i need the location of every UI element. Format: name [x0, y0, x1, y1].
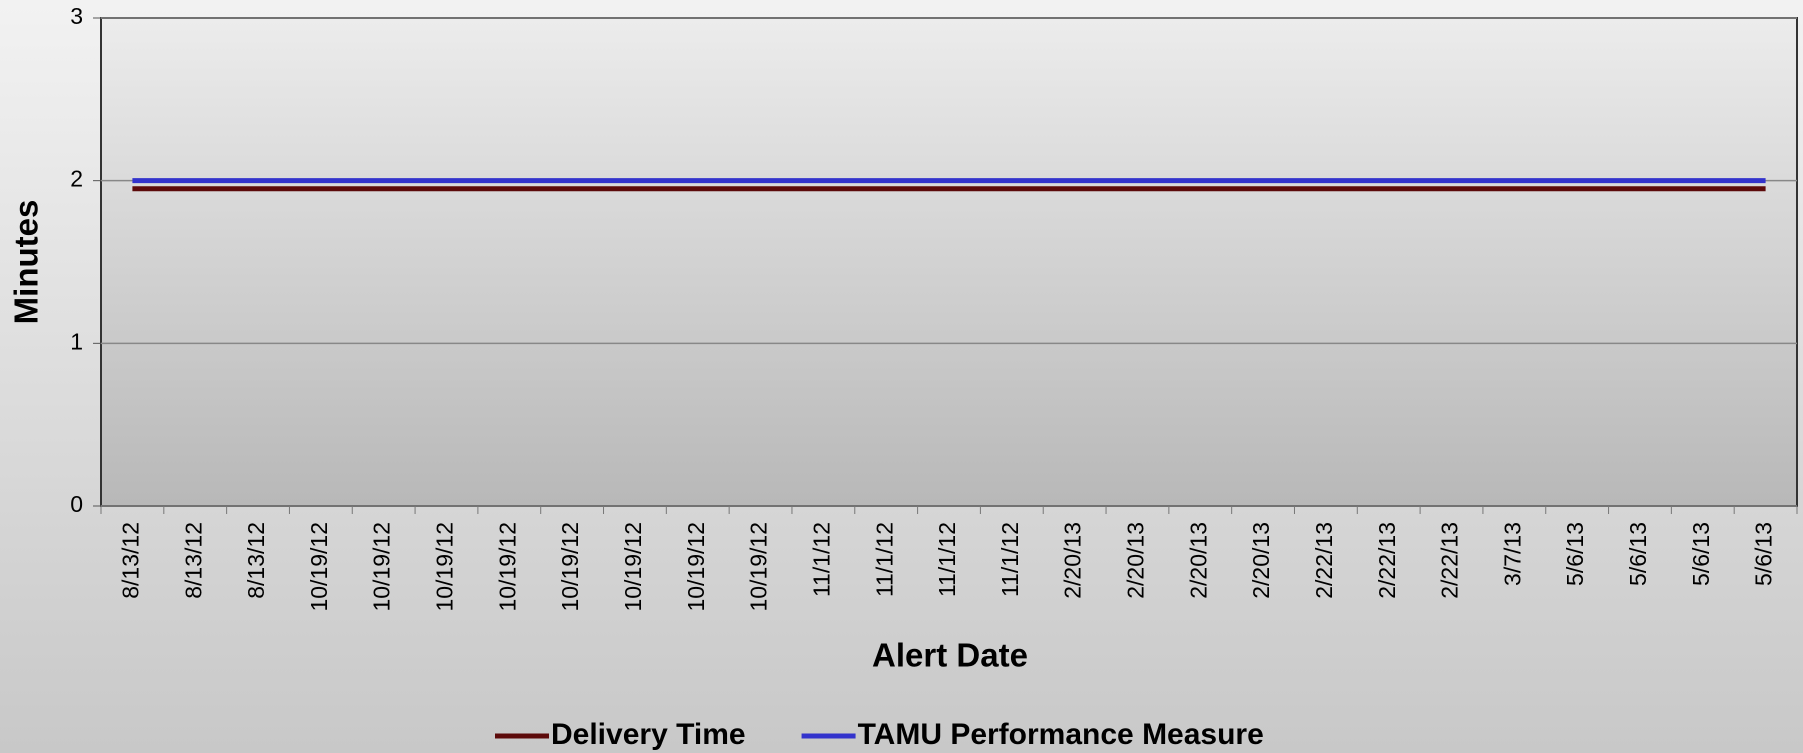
- x-tick-label: 5/6/13: [1625, 522, 1651, 586]
- x-tick-label: 10/19/12: [494, 522, 520, 612]
- x-tick-label: 5/6/13: [1562, 522, 1588, 586]
- y-tick-label: 3: [70, 3, 83, 29]
- x-tick-label: 11/1/12: [808, 522, 834, 597]
- y-tick-label: 2: [70, 166, 83, 192]
- x-tick-label: 8/13/12: [243, 522, 269, 599]
- x-tick-label: 10/19/12: [306, 522, 332, 612]
- x-tick-label: 2/22/13: [1437, 522, 1463, 599]
- x-tick-label: 2/20/13: [1185, 522, 1211, 599]
- x-axis-title: Alert Date: [872, 637, 1028, 674]
- x-tick-label: 11/1/12: [871, 522, 897, 597]
- y-axis-title: Minutes: [8, 200, 45, 325]
- x-tick-label: 10/19/12: [557, 522, 583, 612]
- x-tick-label: 2/22/13: [1311, 522, 1337, 599]
- legend-label: TAMU Performance Measure: [858, 718, 1264, 751]
- x-tick-label: 5/6/13: [1688, 522, 1714, 586]
- x-tick-label: 10/19/12: [620, 522, 646, 612]
- x-tick-label: 2/20/13: [1248, 522, 1274, 599]
- x-tick-label: 10/19/12: [746, 522, 772, 612]
- y-tick-label: 0: [70, 491, 83, 517]
- x-tick-label: 10/19/12: [369, 522, 395, 612]
- y-tick-label: 1: [70, 328, 83, 354]
- x-tick-label: 3/7/13: [1499, 522, 1525, 586]
- x-tick-label: 5/6/13: [1751, 522, 1777, 586]
- x-tick-label: 2/22/13: [1374, 522, 1400, 599]
- plot-area: [100, 17, 1798, 507]
- x-tick-label: 8/13/12: [180, 522, 206, 599]
- x-tick-label: 2/20/13: [1060, 522, 1086, 599]
- x-tick-label: 11/1/12: [934, 522, 960, 597]
- x-tick-label: 11/1/12: [997, 522, 1023, 597]
- x-tick-label: 2/20/13: [1123, 522, 1149, 599]
- legend-label: Delivery Time: [551, 718, 746, 751]
- x-tick-label: 10/19/12: [683, 522, 709, 612]
- x-tick-label: 10/19/12: [432, 522, 458, 612]
- x-tick-label: 8/13/12: [117, 522, 143, 599]
